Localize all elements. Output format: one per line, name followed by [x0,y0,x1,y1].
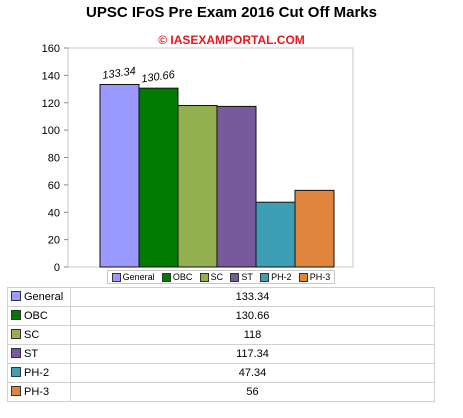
legend-label: PH-3 [309,272,331,282]
table-category-cell: ST [7,344,71,364]
legend-swatch [298,272,308,282]
bars [99,83,335,268]
table-swatch [11,310,21,320]
table-category-label: PH-3 [24,386,50,398]
legend-item-st: ST [230,272,253,282]
legend-item-general: General [111,272,155,282]
table-swatch [11,367,21,377]
table-row: OBC 130.66 [7,306,435,326]
legend-label: SC [210,272,224,282]
bar-sc [177,104,218,268]
table-category-cell: SC [7,325,71,345]
table-swatch [11,329,21,339]
legend-swatch [199,272,209,282]
data-labels: 133.34 130.66 [102,65,177,85]
legend-item-ph-2: PH-2 [260,272,292,282]
table-swatch [11,348,21,358]
legend-label: OBC [172,272,193,282]
table-swatch [11,386,21,396]
table-row: SC 118 [7,325,435,345]
data-table: General 133.34 OBC 130.66 SC 118 ST 117.34 PH-2 4… [7,287,435,402]
bar-st [216,105,257,268]
legend-swatch [111,272,121,282]
table-row: General 133.34 [7,287,435,307]
y-tick-label: 160 [42,43,60,55]
table-category-cell: General [7,287,71,307]
table-value-cell: 133.34 [70,287,435,307]
y-tick-label: 0 [54,262,60,274]
legend-swatch [161,272,171,282]
y-tick-label: 140 [42,70,60,82]
table-category-label: General [24,291,64,303]
legend-swatch [230,272,240,282]
chart-title: UPSC IFoS Pre Exam 2016 Cut Off Marks [86,4,377,21]
table-category-cell: PH-2 [7,363,71,383]
legend-label: ST [241,272,253,282]
legend: General OBC SC ST PH-2 PH-3 [107,270,335,284]
legend-label: General [122,272,155,282]
table-value-cell: 118 [70,325,435,345]
y-tick-label: 120 [42,98,60,110]
y-tick-label: 20 [48,235,60,247]
table-value-cell: 117.34 [70,344,435,364]
bar-ph-2 [255,201,296,268]
data-label: 130.66 [141,69,177,86]
table-category-cell: OBC [7,306,71,326]
table-value-cell: 47.34 [70,363,435,383]
bar-ph-3 [294,189,335,268]
table-category-label: ST [24,348,39,360]
table-category-cell: PH-3 [7,382,71,402]
legend-item-obc: OBC [161,272,193,282]
table-value-cell: 56 [70,382,435,402]
legend-item-sc: SC [199,272,224,282]
y-axis: 0 20 40 60 80 100 120 140 160 [42,43,68,274]
table-value-cell: 130.66 [70,306,435,326]
table-swatch [11,291,21,301]
table-row: ST 117.34 [7,344,435,364]
y-tick-label: 100 [42,125,60,137]
table-row: PH-2 47.34 [7,363,435,383]
table-category-label: PH-2 [24,367,50,379]
table-category-label: SC [24,329,40,341]
bar-obc [138,87,179,268]
bar-general [99,83,140,268]
table-category-label: OBC [24,310,48,322]
y-tick-label: 60 [48,180,60,192]
table-row: PH-3 56 [7,382,435,402]
y-tick-label: 40 [48,207,60,219]
legend-label: PH-2 [271,272,292,282]
data-label: 133.34 [102,65,137,82]
y-tick-label: 80 [48,153,60,165]
legend-item-ph-3: PH-3 [298,272,331,282]
watermark-text: © IASEXAMPORTAL.COM [158,33,305,47]
legend-swatch [260,272,270,282]
